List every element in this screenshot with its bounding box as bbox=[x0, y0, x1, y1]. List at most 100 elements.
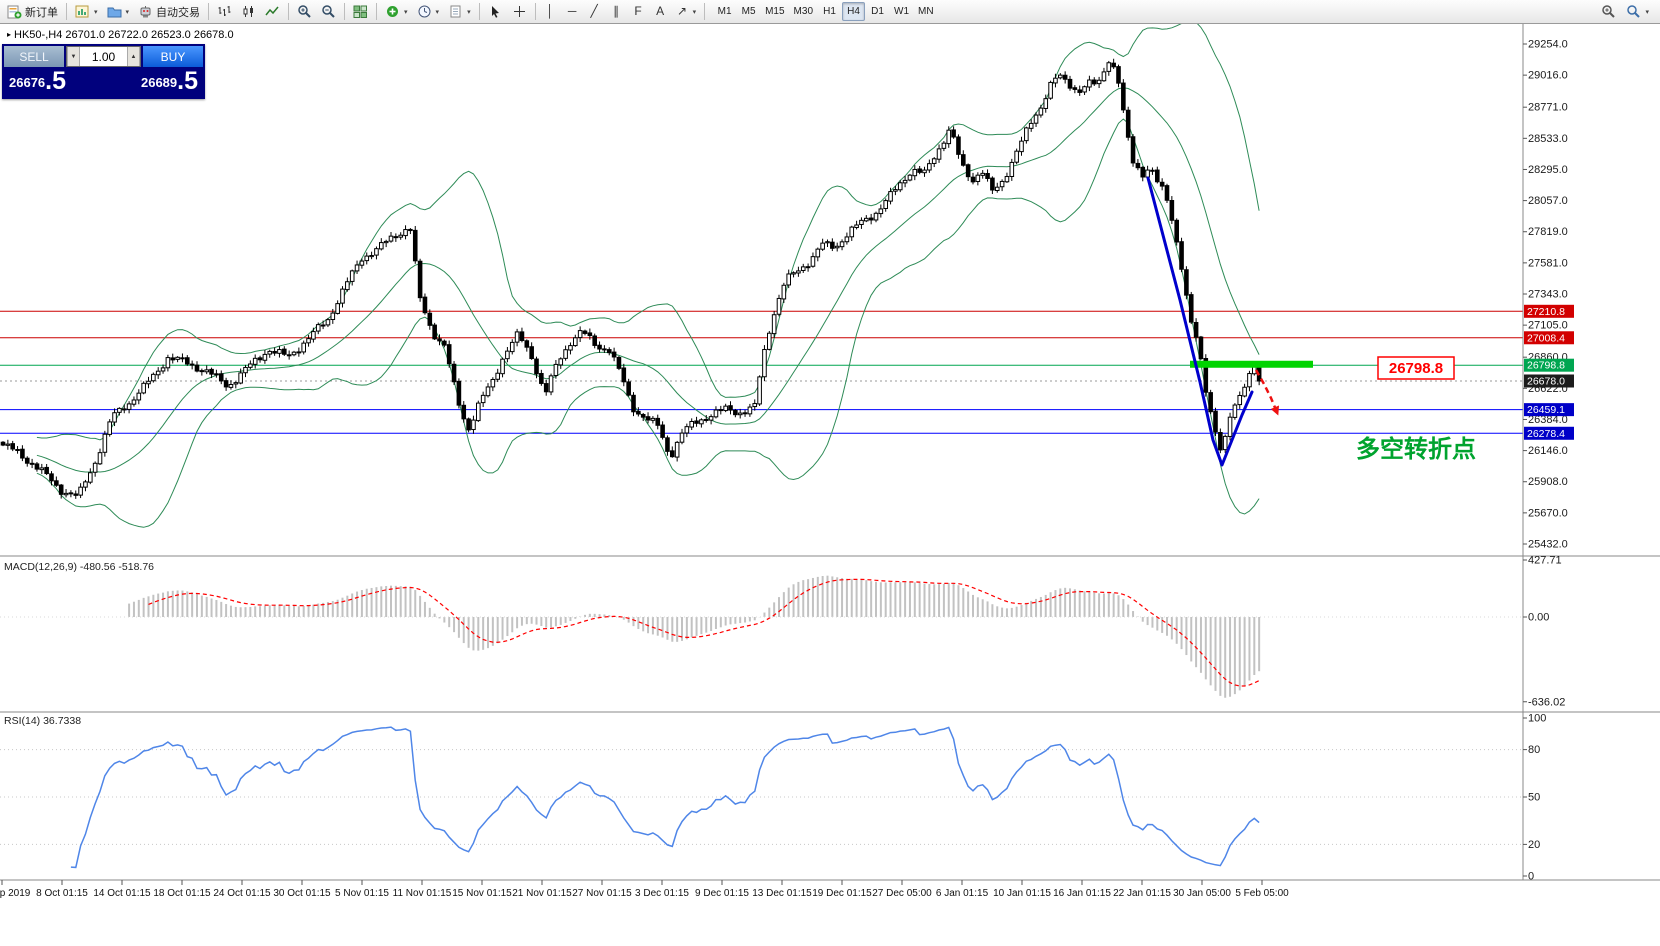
new-order-button[interactable]: 新订单 bbox=[3, 2, 62, 22]
horizontal-line-icon: ─ bbox=[567, 4, 577, 18]
svg-text:27343.0: 27343.0 bbox=[1528, 289, 1568, 301]
arrows-tool-button[interactable]: ↗ ▾ bbox=[672, 2, 701, 22]
svg-text:28533.0: 28533.0 bbox=[1528, 133, 1568, 145]
svg-text:18 Oct 01:15: 18 Oct 01:15 bbox=[153, 888, 211, 899]
cursor-button[interactable] bbox=[484, 2, 507, 22]
svg-text:26678.0: 26678.0 bbox=[1527, 375, 1565, 387]
timeframe-h1-button[interactable]: H1 bbox=[818, 2, 841, 21]
templates-button[interactable]: ▾ bbox=[444, 2, 475, 22]
symbol-ohlc-text: HK50-,H4 26701.0 26722.0 26523.0 26678.0 bbox=[14, 29, 234, 41]
robot-icon bbox=[138, 4, 153, 19]
svg-text:100: 100 bbox=[1528, 713, 1546, 725]
profiles-button[interactable]: ▾ bbox=[103, 2, 134, 22]
toolbar-separator bbox=[704, 3, 706, 20]
svg-text:30 Oct 01:15: 30 Oct 01:15 bbox=[273, 888, 331, 899]
candlestick-mode-button[interactable] bbox=[237, 2, 260, 22]
crosshair-button[interactable] bbox=[508, 2, 531, 22]
red-arrowhead bbox=[1270, 405, 1279, 416]
arrow-tool-icon: ↗ bbox=[677, 4, 688, 18]
svg-text:21 Nov 01:15: 21 Nov 01:15 bbox=[512, 888, 572, 899]
svg-text:50: 50 bbox=[1528, 792, 1540, 804]
trend-polyline-annotation bbox=[1146, 176, 1254, 467]
svg-text:27210.8: 27210.8 bbox=[1527, 306, 1565, 318]
svg-text:26278.4: 26278.4 bbox=[1527, 428, 1565, 440]
trendline-button[interactable]: ╱ bbox=[584, 2, 605, 22]
candlestick-icon bbox=[241, 4, 256, 19]
folder-icon bbox=[107, 4, 122, 19]
channel-button[interactable]: ∥ bbox=[606, 2, 627, 22]
candles bbox=[0, 58, 1262, 499]
chevron-down-icon: ▾ bbox=[1645, 8, 1649, 16]
svg-text:0: 0 bbox=[1528, 871, 1534, 883]
auto-trading-button[interactable]: 自动交易 bbox=[134, 2, 204, 22]
lot-size-value[interactable]: 1.00 bbox=[91, 49, 116, 64]
macd-pane bbox=[0, 575, 1523, 698]
svg-text:26798.8: 26798.8 bbox=[1527, 360, 1565, 372]
main-pane: 26798.8 多空转折点 bbox=[0, 24, 1523, 528]
svg-text:14 Oct 01:15: 14 Oct 01:15 bbox=[93, 888, 151, 899]
timeframe-m30-button[interactable]: M30 bbox=[790, 2, 817, 21]
svg-text:27008.4: 27008.4 bbox=[1527, 332, 1565, 344]
text-icon: A bbox=[656, 4, 665, 18]
line-chart-mode-button[interactable] bbox=[261, 2, 284, 22]
bollinger-lower bbox=[36, 118, 1260, 528]
vertical-line-icon: │ bbox=[546, 4, 554, 18]
timeframe-buttons: M1 M5 M15 M30 H1 H4 D1 W1 MN bbox=[713, 2, 937, 21]
timeframe-m5-button[interactable]: M5 bbox=[737, 2, 760, 21]
search-button[interactable]: ▾ bbox=[1622, 2, 1653, 22]
timeframe-d1-button[interactable]: D1 bbox=[866, 2, 889, 21]
support-bar-annotation bbox=[1190, 360, 1313, 368]
chevron-down-icon: ▾ bbox=[94, 8, 98, 16]
timeframe-m15-button[interactable]: M15 bbox=[761, 2, 788, 21]
lot-increment-button[interactable]: ▲ bbox=[127, 47, 140, 66]
indicators-button[interactable]: ▾ bbox=[381, 2, 412, 22]
lot-size-field[interactable]: ▼ 1.00 ▲ bbox=[66, 46, 141, 67]
toolbar-separator bbox=[478, 3, 480, 20]
zoom-in-icon bbox=[297, 4, 312, 19]
template-icon bbox=[448, 4, 463, 19]
zoom-in-button[interactable] bbox=[293, 2, 316, 22]
toolbar-right-group: ▾ bbox=[1597, 2, 1657, 22]
periods-button[interactable]: ▾ bbox=[413, 2, 444, 22]
horizontal-line-button[interactable]: ─ bbox=[562, 2, 583, 22]
toolbar-separator bbox=[288, 3, 290, 20]
toolbar-separator bbox=[376, 3, 378, 20]
sell-button[interactable]: SELL bbox=[4, 46, 64, 67]
chevron-down-icon: ▾ bbox=[435, 8, 440, 16]
timeframe-h4-button[interactable]: H4 bbox=[842, 2, 865, 21]
chevron-down-icon: ▾ bbox=[404, 8, 408, 16]
buy-price[interactable]: 26689.5 bbox=[140, 67, 198, 95]
chart-canvas[interactable]: 26798.8 多空转折点 29254.0 29016.0 28771.0 28533.0… bbox=[0, 24, 1660, 946]
sell-price[interactable]: 26676.5 bbox=[9, 67, 67, 95]
buy-button[interactable]: BUY bbox=[143, 46, 203, 67]
svg-text:13 Dec 01:15: 13 Dec 01:15 bbox=[752, 888, 812, 899]
svg-text:6 Jan 01:15: 6 Jan 01:15 bbox=[936, 888, 989, 899]
fibonacci-icon: F bbox=[634, 4, 642, 18]
fibonacci-button[interactable]: F bbox=[628, 2, 649, 22]
rsi-line bbox=[70, 726, 1260, 869]
red-arrow-annotation bbox=[1254, 369, 1278, 411]
lot-decrement-button[interactable]: ▼ bbox=[67, 47, 80, 66]
timeframe-mn-button[interactable]: MN bbox=[914, 2, 938, 21]
indicators-plus-icon bbox=[385, 4, 400, 19]
vertical-line-button[interactable]: │ bbox=[540, 2, 561, 22]
one-click-trading-panel: SELL ▼ 1.00 ▲ BUY 26676.5 26689.5 bbox=[2, 44, 205, 99]
search-plus-button[interactable] bbox=[1597, 2, 1620, 22]
svg-text:22 Jan 01:15: 22 Jan 01:15 bbox=[1113, 888, 1171, 899]
toolbar-separator bbox=[344, 3, 346, 20]
tile-windows-button[interactable] bbox=[349, 2, 372, 22]
bar-chart-mode-button[interactable] bbox=[213, 2, 236, 22]
timeframe-w1-button[interactable]: W1 bbox=[890, 2, 913, 21]
zoom-out-button[interactable] bbox=[317, 2, 340, 22]
text-tool-button[interactable]: A bbox=[650, 2, 671, 22]
channel-icon: ∥ bbox=[613, 4, 620, 18]
new-chart-button[interactable]: ▾ bbox=[71, 2, 102, 22]
symbol-info: ▸ HK50-,H4 26701.0 26722.0 26523.0 26678.… bbox=[7, 29, 234, 41]
timeframe-m1-button[interactable]: M1 bbox=[713, 2, 736, 21]
svg-text:8 Oct 01:15: 8 Oct 01:15 bbox=[36, 888, 88, 899]
svg-text:27 Dec 05:00: 27 Dec 05:00 bbox=[872, 888, 932, 899]
rsi-label: RSI(14) 36.7338 bbox=[4, 715, 81, 727]
svg-text:20: 20 bbox=[1528, 839, 1540, 851]
svg-text:26384.0: 26384.0 bbox=[1528, 414, 1568, 426]
svg-text:27581.0: 27581.0 bbox=[1528, 257, 1568, 269]
